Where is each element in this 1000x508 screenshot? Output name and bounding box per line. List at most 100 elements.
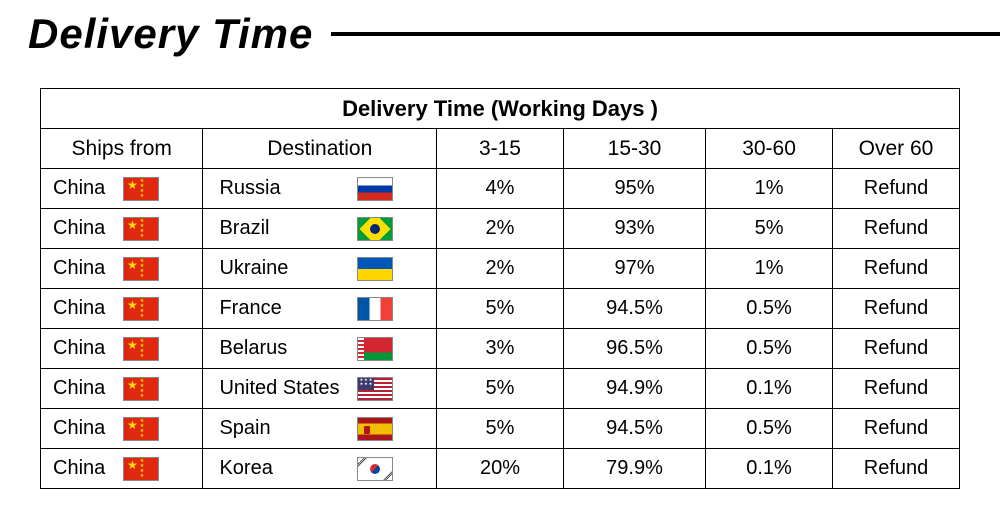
cell-destination: Russia	[203, 169, 437, 209]
ships-from-label: China	[53, 377, 113, 400]
table-row: China Belarus 3%96.5%0.5%Refund	[41, 329, 960, 369]
cell-over60: Refund	[833, 449, 960, 489]
cell-c3_15: 20%	[437, 449, 564, 489]
table-header-row: Ships from Destination 3-15 15-30 30-60 …	[41, 129, 960, 169]
ships-from-label: China	[53, 417, 113, 440]
col-header-15-30: 15-30	[563, 129, 705, 169]
table-row: China Korea 20%79.9%0.1%Refund	[41, 449, 960, 489]
destination-label: Brazil	[219, 217, 347, 240]
table-title-row: Delivery Time (Working Days )	[41, 89, 960, 129]
flag-cn-icon	[123, 417, 159, 441]
cell-c3_15: 5%	[437, 289, 564, 329]
flag-cn-icon	[123, 297, 159, 321]
cell-over60: Refund	[833, 409, 960, 449]
cell-ships-from: China	[41, 249, 203, 289]
cell-c15_30: 97%	[563, 249, 705, 289]
flag-ua-icon	[357, 257, 393, 281]
cell-c30_60: 0.1%	[706, 369, 833, 409]
cell-destination: Brazil	[203, 209, 437, 249]
cell-destination: Spain	[203, 409, 437, 449]
flag-kr-icon	[357, 457, 393, 481]
flag-cn-icon	[123, 257, 159, 281]
cell-c15_30: 94.5%	[563, 409, 705, 449]
flag-ru-icon	[357, 177, 393, 201]
col-header-30-60: 30-60	[706, 129, 833, 169]
flag-cn-icon	[123, 217, 159, 241]
delivery-table-wrap: Delivery Time (Working Days ) Ships from…	[0, 68, 1000, 489]
cell-c30_60: 1%	[706, 249, 833, 289]
cell-ships-from: China	[41, 329, 203, 369]
table-row: China Russia 4%95%1%Refund	[41, 169, 960, 209]
cell-c30_60: 0.5%	[706, 409, 833, 449]
cell-c3_15: 2%	[437, 249, 564, 289]
cell-c15_30: 94.9%	[563, 369, 705, 409]
ships-from-label: China	[53, 457, 113, 480]
cell-c30_60: 1%	[706, 169, 833, 209]
cell-destination: Ukraine	[203, 249, 437, 289]
cell-over60: Refund	[833, 369, 960, 409]
col-header-ships-from: Ships from	[41, 129, 203, 169]
cell-ships-from: China	[41, 289, 203, 329]
destination-label: Ukraine	[219, 257, 347, 280]
flag-cn-icon	[123, 177, 159, 201]
destination-label: Belarus	[219, 337, 347, 360]
cell-over60: Refund	[833, 209, 960, 249]
cell-destination: Belarus	[203, 329, 437, 369]
cell-destination: France	[203, 289, 437, 329]
cell-c30_60: 0.1%	[706, 449, 833, 489]
flag-cn-icon	[123, 337, 159, 361]
page-header: Delivery Time	[0, 0, 1000, 68]
destination-label: France	[219, 297, 347, 320]
cell-c15_30: 94.5%	[563, 289, 705, 329]
table-row: China Spain 5%94.5%0.5%Refund	[41, 409, 960, 449]
ships-from-label: China	[53, 217, 113, 240]
destination-label: Korea	[219, 457, 347, 480]
cell-c3_15: 3%	[437, 329, 564, 369]
page-title: Delivery Time	[28, 10, 313, 58]
flag-by-icon	[357, 337, 393, 361]
cell-destination: Korea	[203, 449, 437, 489]
ships-from-label: China	[53, 337, 113, 360]
table-row: China Brazil 2%93%5%Refund	[41, 209, 960, 249]
table-row: China France 5%94.5%0.5%Refund	[41, 289, 960, 329]
cell-over60: Refund	[833, 289, 960, 329]
col-header-over-60: Over 60	[833, 129, 960, 169]
ships-from-label: China	[53, 297, 113, 320]
table-row: China Ukraine 2%97%1%Refund	[41, 249, 960, 289]
cell-c3_15: 2%	[437, 209, 564, 249]
table-body: ChinaRussia4%95%1%RefundChinaBrazil2%93%…	[41, 169, 960, 489]
cell-c3_15: 5%	[437, 369, 564, 409]
cell-c3_15: 4%	[437, 169, 564, 209]
ships-from-label: China	[53, 257, 113, 280]
cell-c3_15: 5%	[437, 409, 564, 449]
cell-c15_30: 95%	[563, 169, 705, 209]
cell-ships-from: China	[41, 209, 203, 249]
flag-cn-icon	[123, 457, 159, 481]
cell-ships-from: China	[41, 409, 203, 449]
destination-label: Russia	[219, 177, 347, 200]
ships-from-label: China	[53, 177, 113, 200]
cell-c30_60: 0.5%	[706, 329, 833, 369]
cell-destination: United States	[203, 369, 437, 409]
table-title: Delivery Time (Working Days )	[41, 89, 960, 129]
cell-over60: Refund	[833, 169, 960, 209]
table-row: China United States5%94.9%0.1%Refund	[41, 369, 960, 409]
cell-c30_60: 5%	[706, 209, 833, 249]
cell-c15_30: 93%	[563, 209, 705, 249]
cell-c30_60: 0.5%	[706, 289, 833, 329]
flag-fr-icon	[357, 297, 393, 321]
cell-c15_30: 79.9%	[563, 449, 705, 489]
cell-over60: Refund	[833, 249, 960, 289]
cell-c15_30: 96.5%	[563, 329, 705, 369]
flag-us-icon	[357, 377, 393, 401]
cell-over60: Refund	[833, 329, 960, 369]
destination-label: Spain	[219, 417, 347, 440]
delivery-table: Delivery Time (Working Days ) Ships from…	[40, 88, 960, 489]
cell-ships-from: China	[41, 169, 203, 209]
cell-ships-from: China	[41, 369, 203, 409]
col-header-destination: Destination	[203, 129, 437, 169]
col-header-3-15: 3-15	[437, 129, 564, 169]
cell-ships-from: China	[41, 449, 203, 489]
flag-cn-icon	[123, 377, 159, 401]
flag-es-icon	[357, 417, 393, 441]
